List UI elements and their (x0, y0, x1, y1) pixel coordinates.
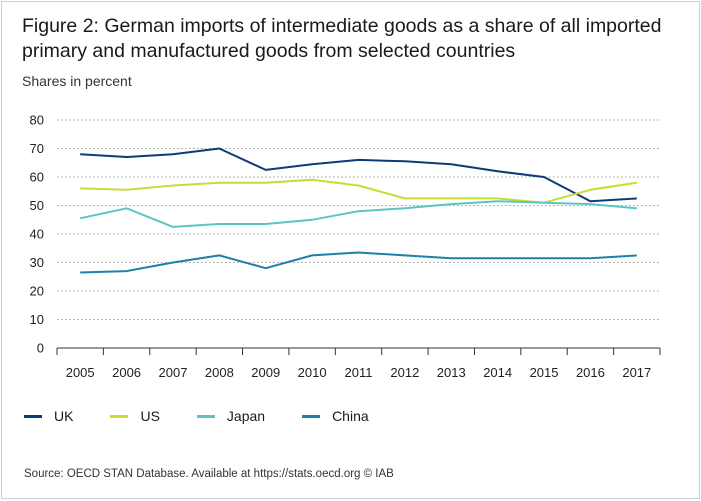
y-tick-label: 80 (30, 113, 44, 128)
legend-swatch (302, 414, 321, 418)
x-tick-label: 2005 (66, 365, 95, 380)
y-tick-label: 40 (30, 227, 44, 242)
y-tick-label: 0 (37, 341, 44, 356)
legend-label: UK (54, 408, 74, 424)
x-tick-label: 2014 (483, 365, 512, 380)
legend-swatch (196, 414, 215, 418)
x-tick-label: 2010 (298, 365, 327, 380)
legend-item: Japan (196, 408, 266, 424)
y-tick-label: 70 (30, 141, 44, 156)
x-tick-label: 2011 (345, 365, 373, 380)
legend-label: US (140, 408, 160, 424)
x-tick-label: 2006 (112, 365, 141, 380)
x-tick-label: 2012 (390, 365, 419, 380)
x-tick-label: 2008 (205, 365, 234, 380)
x-tick-label: 2007 (159, 365, 188, 380)
y-tick-label: 20 (30, 284, 44, 299)
y-tick-label: 10 (30, 312, 44, 327)
legend-item: China (302, 408, 369, 424)
x-tick-label: 2013 (437, 365, 466, 380)
series-line-japan (79, 200, 637, 228)
legend-swatch (24, 414, 42, 418)
legend-swatch (110, 414, 129, 418)
series-line-us (80, 178, 637, 204)
y-tick-label: 60 (30, 170, 44, 185)
legend-label: China (332, 408, 369, 424)
series-line-uk (80, 147, 637, 203)
x-tick-label: 2015 (530, 365, 559, 380)
legend-item: US (110, 408, 160, 424)
legend-label: Japan (226, 408, 266, 424)
y-tick-label: 50 (30, 198, 44, 213)
x-tick-label: 2016 (576, 365, 605, 380)
series-line-china (80, 251, 637, 274)
x-tick-label: 2009 (251, 365, 280, 380)
chart-subtitle: Shares in percent (22, 73, 132, 89)
chart-title: Figure 2: German imports of intermediate… (22, 15, 662, 62)
x-tick-label: 2017 (622, 365, 651, 380)
legend-item: UK (24, 408, 73, 424)
chart-legend: UK US Japan China (24, 408, 406, 424)
y-tick-label: 30 (30, 255, 44, 270)
source-note: Source: OECD STAN Database. Available at… (24, 468, 394, 480)
